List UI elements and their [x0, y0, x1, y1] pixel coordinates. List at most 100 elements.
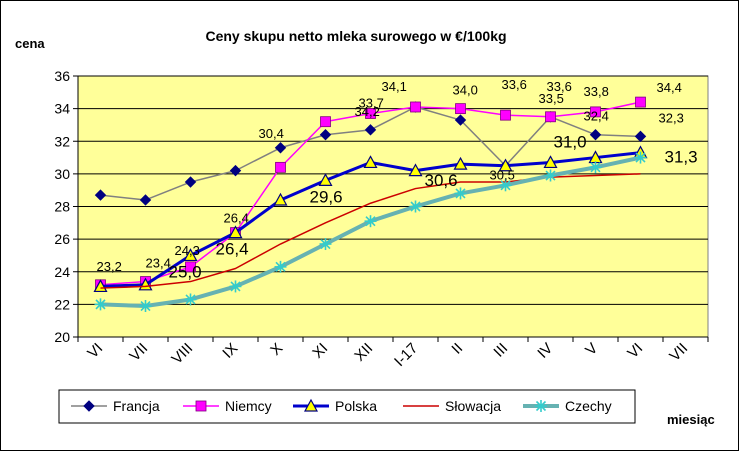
- series-1-point: [185, 261, 196, 273]
- series-2-point: [498, 158, 513, 172]
- series-2-point: [183, 248, 198, 262]
- series-4-point: [544, 169, 557, 182]
- legend: Francja Niemcy Polska Słowacja Czechy: [58, 389, 636, 424]
- x-tick-label: VII: [666, 340, 691, 365]
- x-tick-label: VI: [84, 340, 106, 362]
- legend-label: Polska: [335, 398, 377, 414]
- data-label: 31,0: [554, 133, 587, 152]
- legend-label: Francja: [113, 398, 160, 414]
- data-label: 32,3: [659, 110, 684, 125]
- legend-marker: [535, 400, 547, 412]
- series-0-point: [319, 129, 332, 141]
- series-0-point: [364, 124, 377, 136]
- legend-marker: [83, 400, 95, 412]
- series-0-point: [634, 130, 647, 143]
- series-2-point: [408, 163, 423, 177]
- series-4-point: [184, 293, 197, 306]
- series-1-point: [365, 108, 376, 119]
- legend-label: Niemcy: [225, 398, 272, 414]
- data-label: 33,8: [584, 84, 609, 99]
- data-label: 34,2: [355, 104, 380, 119]
- series-1-point: [455, 103, 466, 115]
- x-tick-label: XI: [309, 340, 331, 362]
- series-4-point: [409, 200, 422, 213]
- series-0-point: [94, 189, 107, 201]
- x-tick-label: IV: [534, 340, 556, 362]
- data-label: 34,4: [657, 80, 682, 95]
- legend-marker: [195, 400, 207, 412]
- x-tick-label: V: [582, 340, 601, 359]
- series-4-point: [319, 238, 332, 251]
- x-tick-label: XII: [351, 340, 376, 365]
- x-tick-label: X: [267, 340, 286, 359]
- data-label: 26,4: [216, 240, 249, 259]
- y-tick-label: 22: [54, 296, 70, 312]
- series-2-point: [318, 173, 333, 186]
- data-label: 32,4: [584, 109, 609, 124]
- x-tick-label: VII: [126, 340, 151, 365]
- series-4-point: [364, 215, 377, 228]
- data-label: 23,2: [97, 259, 122, 274]
- series-4-point: [274, 260, 287, 273]
- data-label: 24,3: [175, 243, 200, 258]
- x-tick-label: II: [448, 340, 466, 358]
- data-label: 25,0: [169, 262, 202, 281]
- series-0-point: [229, 164, 242, 177]
- y-tick-label: 28: [54, 199, 70, 215]
- series-1-point: [500, 109, 511, 121]
- y-tick-label: 34: [54, 101, 70, 117]
- data-label: 34,0: [453, 83, 478, 98]
- x-tick-label: IX: [219, 340, 241, 362]
- series-1-point: [635, 96, 646, 108]
- x-axis-title: miesiąc: [667, 412, 715, 427]
- series-group: [93, 96, 648, 313]
- series-4-point: [94, 298, 107, 311]
- series-0-point: [589, 129, 602, 141]
- y-tick-label: 36: [54, 68, 70, 84]
- series-4-point: [454, 187, 467, 200]
- data-label: 30,4: [259, 126, 284, 141]
- series-2-point: [453, 156, 468, 170]
- data-label: 23,4: [146, 256, 171, 271]
- x-tick-label: VIII: [168, 340, 196, 368]
- data-label: 30,5: [490, 168, 515, 183]
- chart-title: Ceny skupu netto mleka surowego w €/100k…: [205, 28, 506, 44]
- series-2-point: [273, 192, 288, 206]
- legend-label: Słowacja: [445, 398, 501, 414]
- data-label: 30,6: [425, 171, 458, 190]
- series-1-point: [590, 106, 601, 118]
- legend-marker: [303, 398, 319, 412]
- x-tick-label: III: [490, 340, 511, 361]
- x-tick-label: I-17: [391, 340, 421, 370]
- data-label: 29,6: [310, 187, 343, 206]
- series-2-point: [363, 155, 378, 169]
- data-labels: 30,4 34,234,1 30,5 33,5 32,4 32,3 23,2 23,4 24,3…: [97, 77, 698, 281]
- y-axis-title: cena: [15, 36, 45, 51]
- series-1-point: [320, 116, 331, 128]
- series-4-point: [139, 300, 152, 313]
- series-2-point: [228, 225, 243, 239]
- data-label: 33,6: [547, 79, 572, 94]
- legend-label: Czechy: [565, 398, 612, 414]
- series-2-point: [543, 155, 558, 169]
- series-0-point: [184, 176, 197, 188]
- x-tick-label: VI: [624, 340, 646, 362]
- series-1-point: [410, 101, 421, 113]
- data-label: 31,3: [665, 148, 698, 167]
- y-tick-label: 30: [54, 166, 70, 182]
- series-0-point: [274, 142, 287, 154]
- series-4-point: [229, 280, 242, 293]
- data-label: 26,4: [224, 211, 249, 226]
- y-tick-label: 24: [54, 264, 70, 280]
- series-0-point: [139, 194, 152, 206]
- series-4-point: [589, 161, 602, 174]
- data-label: 33,5: [539, 91, 564, 106]
- y-tick-label: 20: [54, 329, 70, 345]
- data-label: 33,6: [502, 77, 527, 92]
- series-4-point: [634, 151, 647, 164]
- series-4-point: [499, 179, 512, 192]
- series-0-point: [454, 114, 467, 126]
- data-label: 34,1: [382, 79, 407, 94]
